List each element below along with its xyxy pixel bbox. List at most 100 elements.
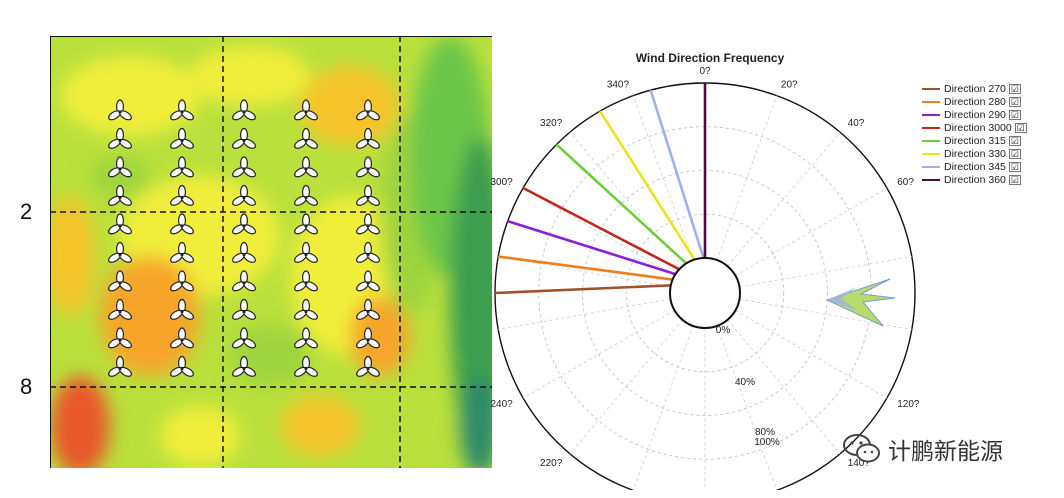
turbine xyxy=(170,355,194,377)
legend-label: Direction 3000 xyxy=(944,121,1012,134)
legend-checkbox[interactable]: ☑ xyxy=(1008,96,1021,107)
radial-label: 0% xyxy=(716,325,731,336)
wind-rose-svg: 0?20?40?60?80?100?120?140?160?180?200?22… xyxy=(464,66,946,498)
legend-checkbox[interactable]: ☑ xyxy=(1008,83,1021,94)
turbine xyxy=(232,355,256,377)
turbine xyxy=(108,156,132,178)
series-line xyxy=(494,283,675,295)
turbine xyxy=(356,156,380,178)
turbine xyxy=(294,241,318,263)
angle-label: 20? xyxy=(781,79,798,90)
legend-item: Direction 280 ☑ xyxy=(922,95,1062,108)
turbine xyxy=(356,241,380,263)
legend-checkbox[interactable]: ☑ xyxy=(1008,148,1021,159)
legend-swatch xyxy=(922,165,940,168)
legend-swatch xyxy=(922,87,940,90)
polar-spoke xyxy=(739,298,912,330)
turbine xyxy=(170,99,194,121)
legend-label: Direction 360 xyxy=(944,173,1006,186)
turbine xyxy=(294,298,318,320)
angle-label: 220? xyxy=(540,458,563,469)
legend-swatch xyxy=(922,139,940,142)
polar-hub xyxy=(669,257,741,329)
direction-lobe xyxy=(825,278,896,327)
polar-spoke xyxy=(735,187,888,276)
legend-label: Direction 330 xyxy=(944,147,1006,160)
turbine xyxy=(232,213,256,235)
angle-label: 320? xyxy=(540,118,563,129)
turbine xyxy=(108,355,132,377)
turbine xyxy=(356,184,380,206)
polar-spoke xyxy=(735,310,888,399)
turbine-array xyxy=(108,99,380,377)
turbine xyxy=(356,99,380,121)
chart-legend: Direction 270 ☑ Direction 280 ☑ Direction 29… xyxy=(922,82,1062,186)
turbine xyxy=(232,270,256,292)
series-line xyxy=(522,186,684,273)
polar-spoke xyxy=(632,325,694,491)
turbine xyxy=(170,184,194,206)
angle-label: 340? xyxy=(607,79,630,90)
polar-spoke xyxy=(716,325,778,491)
polar-spoke xyxy=(569,319,683,455)
turbine xyxy=(108,270,132,292)
turbine xyxy=(108,213,132,235)
legend-label: Direction 315 xyxy=(944,134,1006,147)
wake-map-svg xyxy=(50,36,492,468)
turbine xyxy=(294,213,318,235)
legend-item: Direction 290 ☑ xyxy=(922,108,1062,121)
legend-checkbox[interactable]: ☑ xyxy=(1008,174,1021,185)
turbine xyxy=(356,355,380,377)
legend-item: Direction 330 ☑ xyxy=(922,147,1062,160)
legend-swatch xyxy=(922,178,940,181)
turbine xyxy=(294,99,318,121)
series-line xyxy=(649,89,706,262)
wechat-icon xyxy=(843,434,880,463)
turbine xyxy=(170,298,194,320)
series-line xyxy=(598,110,698,264)
legend-label: Direction 270 xyxy=(944,82,1006,95)
polar-grid-ring xyxy=(625,213,785,373)
turbine xyxy=(294,184,318,206)
turbine xyxy=(108,99,132,121)
y-label-8: 8 xyxy=(20,374,33,399)
wind-rose-chart: Wind Direction Frequency 0?20?40?60?80?1… xyxy=(464,40,946,498)
legend-item: Direction 360 ☑ xyxy=(922,173,1062,186)
angle-label: 120? xyxy=(897,399,920,410)
watermark: 计鹏新能源 xyxy=(842,432,1003,466)
polar-spoke xyxy=(569,131,683,267)
turbine xyxy=(294,355,318,377)
turbine xyxy=(232,156,256,178)
angle-label: 140? xyxy=(848,458,871,469)
radial-label: 100% xyxy=(754,437,780,448)
angle-label: 300? xyxy=(490,177,513,188)
legend-item: Direction 315 ☑ xyxy=(922,134,1062,147)
legend-checkbox[interactable]: ☑ xyxy=(1008,109,1021,120)
legend-checkbox[interactable]: ☑ xyxy=(1008,135,1021,146)
legend-item: Direction 345 ☑ xyxy=(922,160,1062,173)
watermark-text: 计鹏新能源 xyxy=(888,439,1003,465)
radial-label: 40% xyxy=(735,377,755,388)
turbine xyxy=(108,127,132,149)
turbine xyxy=(108,298,132,320)
legend-swatch xyxy=(922,152,940,155)
turbine xyxy=(232,99,256,121)
legend-swatch xyxy=(922,100,940,103)
y-label-2: 2 xyxy=(20,199,33,224)
chart-title: Wind Direction Frequency xyxy=(635,51,785,65)
turbine xyxy=(108,241,132,263)
legend-label: Direction 345 xyxy=(944,160,1006,173)
wind-farm-layout-map xyxy=(50,36,492,468)
turbine xyxy=(232,298,256,320)
legend-swatch xyxy=(922,113,940,116)
turbine xyxy=(232,127,256,149)
turbine xyxy=(108,327,132,349)
legend-checkbox[interactable]: ☑ xyxy=(1014,122,1027,133)
angle-label: 60? xyxy=(897,177,914,188)
turbine xyxy=(170,241,194,263)
turbine xyxy=(356,213,380,235)
legend-checkbox[interactable]: ☑ xyxy=(1008,161,1021,172)
turbine xyxy=(170,213,194,235)
series-line xyxy=(507,219,680,277)
turbine xyxy=(294,270,318,292)
